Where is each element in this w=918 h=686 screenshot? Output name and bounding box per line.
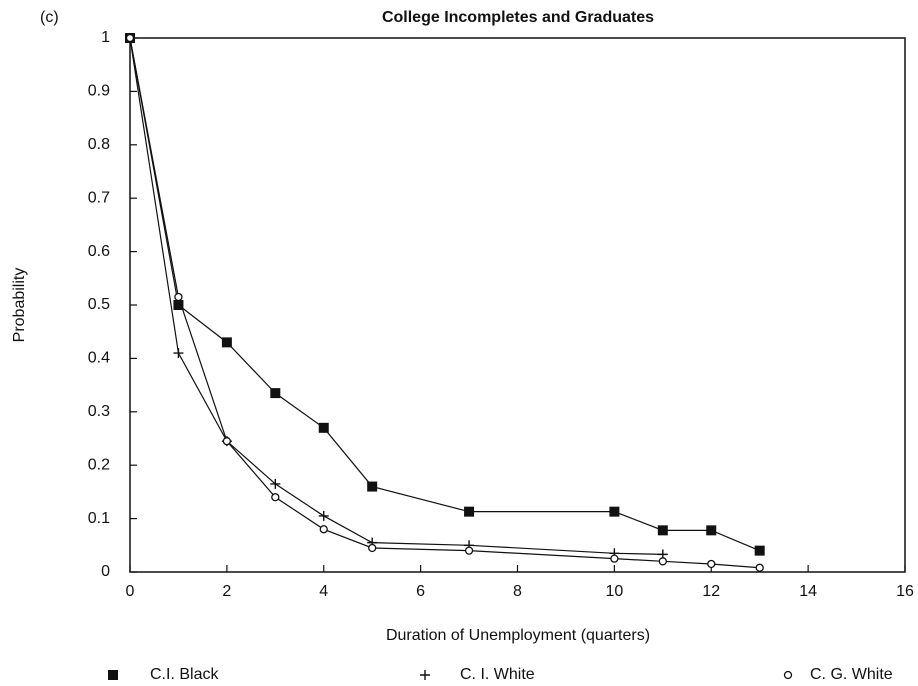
data-point	[610, 554, 619, 563]
data-point	[173, 300, 184, 310]
data-point	[658, 557, 667, 566]
series-line	[129, 37, 760, 552]
data-point	[318, 510, 329, 521]
plot-frame	[129, 37, 906, 573]
y-tick-label: 0.2	[88, 456, 110, 473]
x-tick-label: 0	[126, 583, 135, 600]
x-tick-label: 14	[799, 583, 817, 600]
y-tick-label: 0.7	[88, 189, 110, 206]
x-tick-label: 6	[416, 583, 425, 600]
legend-marker	[420, 670, 430, 680]
legend-label: C. I. White	[460, 666, 535, 683]
y-tick-label: 0.4	[88, 350, 110, 367]
y-axis-label: Probability	[11, 268, 28, 343]
data-point	[173, 348, 184, 359]
x-tick-label: 12	[702, 583, 720, 600]
data-point	[754, 545, 765, 556]
x-tick-label: 16	[896, 583, 914, 600]
y-tick-label: 0.3	[88, 403, 110, 420]
x-tick-label: 10	[605, 583, 623, 600]
legend-marker	[108, 670, 118, 680]
y-tick-label: 0.9	[88, 83, 110, 100]
data-point	[657, 525, 668, 536]
data-point	[464, 546, 474, 555]
x-tick-label: 2	[222, 583, 231, 600]
panel-label: (c)	[40, 9, 59, 26]
data-point	[270, 478, 281, 489]
y-tick-label: 0	[101, 563, 110, 580]
data-point	[706, 525, 717, 536]
x-tick-label: 4	[319, 583, 328, 600]
data-point	[755, 563, 764, 572]
data-point	[174, 292, 183, 302]
y-tick-label: 0.5	[88, 296, 110, 313]
legend-marker	[783, 670, 793, 680]
data-point	[318, 422, 329, 433]
data-point	[221, 337, 232, 348]
y-tick-label: 1	[101, 29, 110, 46]
x-tick-label: 8	[513, 583, 522, 600]
y-tick-label: 0.8	[88, 136, 110, 153]
x-axis-label: Duration of Unemployment (quarters)	[386, 627, 650, 644]
data-point	[609, 506, 620, 517]
series-line	[129, 37, 760, 569]
data-point	[125, 33, 135, 43]
data-point	[464, 506, 475, 517]
data-point	[319, 525, 328, 534]
series-line	[129, 37, 663, 555]
data-point	[270, 388, 281, 399]
data-point	[222, 437, 232, 446]
legend-label: C. G. White	[810, 666, 893, 683]
y-tick-label: 0.6	[88, 243, 110, 260]
y-tick-label: 0.1	[88, 510, 110, 527]
data-point	[368, 543, 377, 553]
chart-title: College Incompletes and Graduates	[382, 9, 654, 26]
data-point	[707, 559, 716, 569]
data-point	[271, 493, 280, 502]
legend-label: C.I. Black	[150, 666, 219, 683]
data-point	[367, 481, 378, 492]
